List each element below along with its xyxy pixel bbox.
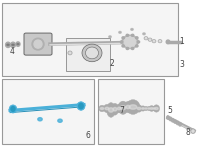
Ellipse shape xyxy=(129,105,137,109)
Ellipse shape xyxy=(126,100,140,114)
Ellipse shape xyxy=(169,117,172,121)
Ellipse shape xyxy=(69,52,71,54)
Ellipse shape xyxy=(136,37,138,39)
Ellipse shape xyxy=(145,38,147,39)
Ellipse shape xyxy=(159,41,161,42)
Ellipse shape xyxy=(79,103,83,109)
Ellipse shape xyxy=(105,107,109,110)
Text: 5: 5 xyxy=(168,106,172,115)
Ellipse shape xyxy=(124,37,136,47)
Ellipse shape xyxy=(7,44,9,46)
Ellipse shape xyxy=(148,108,150,109)
Ellipse shape xyxy=(34,40,42,48)
Ellipse shape xyxy=(137,107,141,110)
Ellipse shape xyxy=(147,106,151,111)
Ellipse shape xyxy=(136,105,142,112)
Ellipse shape xyxy=(124,101,132,113)
Bar xyxy=(2,79,94,144)
Ellipse shape xyxy=(149,39,151,40)
Bar xyxy=(66,38,110,71)
Ellipse shape xyxy=(152,40,156,42)
Text: 1: 1 xyxy=(180,37,184,46)
Ellipse shape xyxy=(131,29,133,30)
Ellipse shape xyxy=(100,107,104,110)
Ellipse shape xyxy=(126,34,129,36)
Ellipse shape xyxy=(137,41,140,43)
Ellipse shape xyxy=(12,44,14,46)
Ellipse shape xyxy=(166,40,170,44)
Ellipse shape xyxy=(166,115,170,120)
Text: 7: 7 xyxy=(120,106,124,115)
Ellipse shape xyxy=(122,37,124,39)
Ellipse shape xyxy=(142,108,144,109)
Ellipse shape xyxy=(109,108,113,112)
Ellipse shape xyxy=(16,42,20,46)
Text: 4: 4 xyxy=(10,47,14,56)
Bar xyxy=(98,79,164,144)
Ellipse shape xyxy=(118,101,128,114)
Ellipse shape xyxy=(178,122,182,126)
Ellipse shape xyxy=(86,47,98,59)
Ellipse shape xyxy=(141,106,145,111)
FancyBboxPatch shape xyxy=(24,33,52,55)
Ellipse shape xyxy=(148,38,152,41)
Ellipse shape xyxy=(99,105,105,112)
Ellipse shape xyxy=(119,31,121,33)
Ellipse shape xyxy=(158,40,162,42)
Ellipse shape xyxy=(171,118,175,122)
Ellipse shape xyxy=(109,36,111,38)
Ellipse shape xyxy=(136,45,138,47)
Ellipse shape xyxy=(122,35,138,49)
Ellipse shape xyxy=(77,102,85,110)
Ellipse shape xyxy=(149,106,154,111)
Ellipse shape xyxy=(103,104,111,113)
Ellipse shape xyxy=(192,130,194,132)
Ellipse shape xyxy=(6,42,10,47)
Ellipse shape xyxy=(150,108,153,109)
Ellipse shape xyxy=(9,105,17,113)
Ellipse shape xyxy=(32,38,44,50)
Text: 3: 3 xyxy=(180,60,184,69)
Ellipse shape xyxy=(145,108,147,109)
Ellipse shape xyxy=(120,106,126,110)
Ellipse shape xyxy=(153,108,155,109)
Ellipse shape xyxy=(111,103,119,115)
Ellipse shape xyxy=(144,106,148,111)
Ellipse shape xyxy=(153,41,155,42)
Ellipse shape xyxy=(122,45,124,47)
Ellipse shape xyxy=(11,107,15,111)
Ellipse shape xyxy=(11,42,15,47)
Ellipse shape xyxy=(58,119,62,122)
Ellipse shape xyxy=(143,33,145,35)
Ellipse shape xyxy=(155,107,158,110)
Ellipse shape xyxy=(107,103,115,117)
Ellipse shape xyxy=(113,107,117,111)
Text: 6: 6 xyxy=(86,131,90,140)
Ellipse shape xyxy=(126,105,130,109)
Ellipse shape xyxy=(176,121,179,125)
Ellipse shape xyxy=(153,105,160,112)
Ellipse shape xyxy=(131,34,134,36)
Text: 8: 8 xyxy=(186,128,190,137)
Ellipse shape xyxy=(120,41,123,43)
Ellipse shape xyxy=(152,106,156,111)
Ellipse shape xyxy=(173,119,177,124)
Ellipse shape xyxy=(17,44,19,45)
Text: 2: 2 xyxy=(110,59,114,68)
Ellipse shape xyxy=(117,107,121,110)
Ellipse shape xyxy=(82,44,102,62)
Ellipse shape xyxy=(38,118,42,121)
Ellipse shape xyxy=(68,51,72,55)
Ellipse shape xyxy=(131,47,134,50)
Ellipse shape xyxy=(116,104,122,113)
Ellipse shape xyxy=(191,129,195,133)
Ellipse shape xyxy=(144,37,148,40)
Bar xyxy=(2,3,178,76)
Ellipse shape xyxy=(126,47,129,50)
